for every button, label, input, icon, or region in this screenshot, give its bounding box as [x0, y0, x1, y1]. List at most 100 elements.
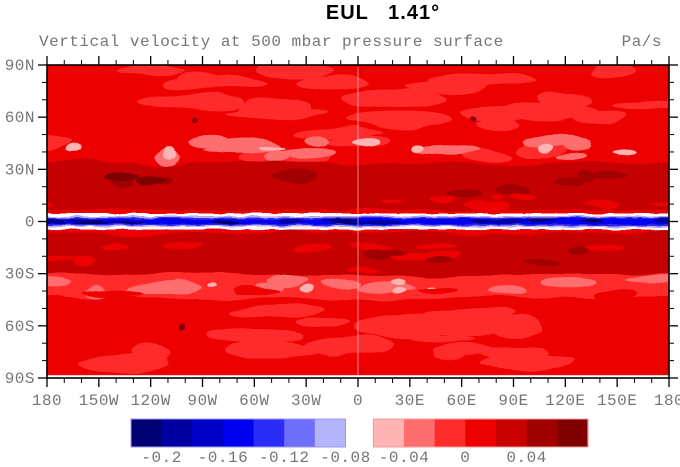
colorbar-tick-label: 0.04	[506, 449, 546, 467]
colorbar-segment	[404, 419, 436, 447]
colorbar-tick-label: -0.04	[379, 449, 430, 467]
map-layer-south-weak-band	[318, 279, 362, 288]
map-layer-north-weak-band	[261, 151, 288, 164]
map-layer-south-zone-holes	[236, 286, 278, 296]
map-layer-south-zone-holes	[47, 295, 65, 304]
map-layer-south-zone-holes	[321, 297, 353, 308]
map-layer-north-weak-spots	[257, 145, 284, 151]
map-layer-north-strong-patches	[112, 178, 133, 187]
map-layer-south-mottle	[224, 339, 313, 358]
map-layer-north-mottle	[294, 127, 383, 138]
map-layer-equator-core-darkest	[213, 220, 240, 225]
map-layer-equator-core-darkest	[664, 220, 669, 223]
y-tick-label: 90N	[5, 57, 35, 75]
map-layer-south-mottle	[431, 346, 467, 358]
map-layer-north-strong-patches	[552, 177, 581, 186]
colorbar-tick-label: -0.08	[320, 449, 371, 467]
map-layer-north-weak-spots	[535, 143, 554, 152]
map-layer-north-weak-spots	[615, 147, 640, 155]
map-layer-north-strong-patches	[448, 188, 483, 199]
map-layer-north-band-holes	[582, 202, 620, 209]
map-layer-south-zone-holes	[420, 286, 459, 293]
map-layer-equator-white-north	[47, 213, 669, 217]
x-tick-label: 90W	[187, 392, 217, 410]
map-layer-north-strong-patches	[274, 170, 318, 182]
map-layer-north-weak-band	[187, 134, 229, 149]
map-layer-north-mottle	[569, 111, 627, 125]
map-layer-north-mottle	[340, 88, 445, 109]
colorbar-segment	[373, 419, 405, 447]
map-layer-north-band-holes	[377, 197, 406, 203]
map-layer-north-band-holes	[471, 201, 510, 211]
map-layer-north-band-holes	[648, 200, 669, 206]
map-layer-south-weak-band	[489, 285, 526, 296]
map-layer-north-band-holes	[431, 195, 459, 202]
map-layer-south-band-holes	[72, 257, 96, 267]
y-tick-label: 0	[25, 214, 35, 232]
map-layer-isolated-strong-spots	[179, 324, 185, 330]
colorbar-segment	[434, 419, 466, 447]
map-layer-south-mottle	[229, 305, 327, 319]
map-layer-north-strong-patches	[574, 171, 592, 181]
map-layer-isolated-strong-spots	[470, 116, 476, 122]
map-layer-north-mottle	[475, 117, 517, 129]
x-tick-label: 90E	[498, 392, 528, 410]
y-tick-label: 60N	[5, 109, 35, 127]
map-layer-north-weak-band	[521, 136, 583, 148]
map-layer-south-band-holes	[348, 244, 394, 251]
map-layer-north-weak-band	[277, 148, 335, 160]
map-layer-north-weak-spots	[67, 145, 84, 152]
map-layer-equator-lightblue-north	[47, 216, 669, 218]
map-layer-south-mottle	[294, 317, 350, 327]
x-tick-label: 30W	[291, 392, 321, 410]
colorbar-segment	[253, 419, 285, 447]
map-layer-north-band-holes	[509, 195, 534, 202]
map-layer-south-weak-spots	[393, 287, 408, 294]
x-tick-label: 150E	[597, 392, 637, 410]
colorbar-tick-label: -0.16	[198, 449, 249, 467]
map-layer-south-equator-red-strip	[47, 229, 669, 234]
map-layer-equator-core-darkest	[321, 218, 360, 222]
map-layer-equator-lightblue-south	[47, 225, 669, 227]
plot-subtitle: Vertical velocity at 500 mbar pressure s…	[39, 33, 504, 51]
colorbar-tick-label: -0.2	[141, 449, 181, 467]
colorbar-segment	[465, 419, 497, 447]
map-layer-equator-core-darkest	[580, 219, 604, 223]
map-layer-south-strong-patches	[429, 256, 456, 265]
map-layer-equator-core-darkest	[120, 220, 146, 224]
map-layer-south-zone-holes	[545, 296, 610, 304]
map-layer-south-weak-band	[540, 278, 601, 288]
map-layer-north-band-holes	[673, 205, 680, 212]
map-layer-north-weak-band	[557, 152, 591, 160]
map-layer-equator-core-darkest	[525, 218, 558, 222]
colorbar-blue-outline	[130, 418, 346, 448]
map-layer-south-mottle	[206, 328, 301, 342]
map-layer-south-zone-holes	[100, 294, 146, 306]
map-layer-north-mottle	[613, 101, 669, 111]
map-layer-north-weak-spots	[411, 144, 425, 151]
map-layer-south-band-holes	[586, 244, 626, 251]
colorbar-segment	[526, 419, 558, 447]
map-layer-south-band-holes	[162, 241, 203, 250]
map-layer-equator-core-darkest	[470, 220, 494, 223]
y-axis-labels: 90N 60N 30N 0 30S 60S 90S	[5, 57, 35, 388]
colorbar-tick-label: 0	[460, 449, 470, 467]
colorbar-segment	[192, 419, 224, 447]
map-layer-south-band-holes	[292, 241, 331, 252]
map-layer-north-strong-patches	[498, 186, 531, 198]
map-layer-south-pole-white	[47, 375, 669, 378]
map-layer-south-weak-band	[47, 277, 70, 286]
map-layer-north-weak-band	[416, 144, 481, 154]
x-tick-label: 150W	[79, 392, 119, 410]
x-tick-label: 60E	[447, 392, 477, 410]
map-layer-north-equator-red-strip	[47, 210, 669, 214]
map-layer-south-weak-band	[357, 282, 418, 292]
map-layer-south-mottle	[310, 337, 373, 356]
map-layer-equator-core-dark	[491, 219, 522, 223]
map-layer-south-band-holes	[346, 266, 378, 272]
y-tick-label: 30N	[5, 161, 35, 179]
colorbar-segment	[161, 419, 193, 447]
colorbar-segment	[314, 419, 346, 447]
map-layer-north-mottle	[236, 99, 315, 115]
map-layer-north-mottle	[590, 65, 634, 78]
